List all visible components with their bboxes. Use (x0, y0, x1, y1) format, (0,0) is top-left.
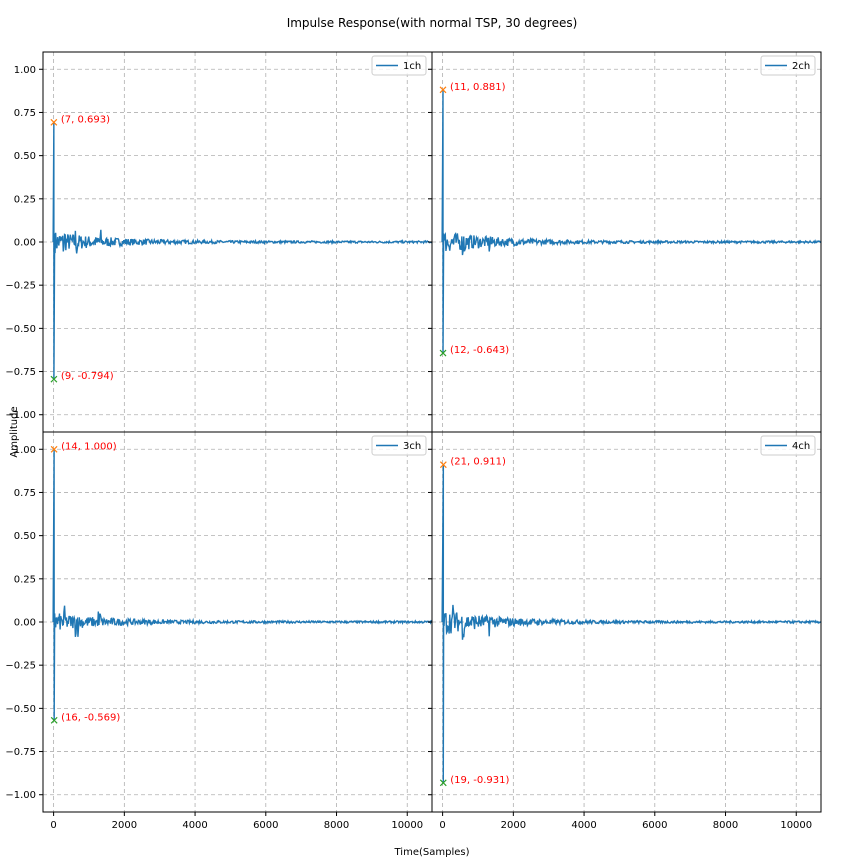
waveform-line (441, 464, 822, 783)
max-annotation: (21, 0.911) (450, 457, 506, 468)
subplot-3ch: (14, 1.000) (16, -0.569) 1.00 0.75 0.50 0.25 0… (5, 431, 433, 831)
min-annotation: (9, -0.794) (61, 371, 114, 382)
x-tick-label: 8000 (713, 820, 738, 831)
max-marker-icon (439, 461, 447, 469)
legend-label: 1ch (403, 61, 421, 72)
legend: 2ch (760, 55, 816, 76)
y-tick-label: −0.75 (5, 367, 36, 378)
y-tick-label: 0.25 (14, 194, 36, 205)
y-tick-label: −0.50 (5, 324, 36, 335)
subplot-2ch: (11, 0.881) (12, -0.643) 2ch (428, 51, 822, 433)
min-annotation: (19, -0.931) (450, 775, 509, 786)
min-annotation: (12, -0.643) (450, 345, 509, 356)
x-tick-label: 8000 (324, 820, 349, 831)
y-tick-label: 0.50 (14, 531, 36, 542)
y-tick-label: −0.25 (5, 661, 36, 672)
x-tick-label: 2000 (112, 820, 137, 831)
max-marker-icon (439, 86, 447, 94)
legend-label: 4ch (792, 441, 810, 452)
legend: 3ch (371, 435, 427, 456)
y-tick-label: −0.25 (5, 281, 36, 292)
y-tick-label: −0.50 (5, 704, 36, 715)
min-marker-icon (439, 779, 447, 787)
y-axis-label: Amplitude (9, 406, 20, 457)
waveform-line (441, 89, 822, 354)
x-tick-label: 2000 (501, 820, 526, 831)
waveform-line (52, 449, 433, 721)
y-tick-label: 1.00 (14, 65, 36, 76)
x-tick-label: 4000 (571, 820, 596, 831)
subplot-1ch: (7, 0.693) (9, -0.794) 1.00 0.75 0.50 0.25 0.0… (5, 51, 433, 433)
min-marker-icon (439, 349, 447, 357)
min-marker-icon (50, 716, 58, 724)
legend-label: 2ch (792, 61, 810, 72)
max-annotation: (7, 0.693) (61, 114, 110, 125)
y-tick-label: 1.00 (14, 445, 36, 456)
subplot-4ch: (21, 0.911) (19, -0.931) 0 2000 4000 6000 8000… (428, 431, 822, 831)
chart-title: Impulse Response(with normal TSP, 30 deg… (287, 16, 578, 30)
x-tick-label: 10000 (391, 820, 423, 831)
y-tick-label: 0.50 (14, 151, 36, 162)
legend-label: 3ch (403, 441, 421, 452)
legend: 4ch (760, 435, 816, 456)
legend: 1ch (371, 55, 427, 76)
x-tick-label: 4000 (182, 820, 207, 831)
min-annotation: (16, -0.569) (61, 712, 120, 723)
y-tick-label: −1.00 (5, 410, 36, 421)
max-marker-icon (50, 118, 58, 126)
min-marker-icon (50, 375, 58, 383)
y-tick-label: 0.00 (14, 618, 36, 629)
y-tick-label: 0.00 (14, 238, 36, 249)
y-tick-label: 0.75 (14, 108, 36, 119)
y-tick-label: −0.75 (5, 747, 36, 758)
x-tick-label: 10000 (780, 820, 812, 831)
x-tick-label: 0 (50, 820, 56, 831)
y-tick-label: 0.25 (14, 574, 36, 585)
max-annotation: (14, 1.000) (61, 441, 117, 452)
x-axis-label: Time(Samples) (394, 847, 470, 858)
x-tick-label: 6000 (253, 820, 278, 831)
max-marker-icon (50, 445, 58, 453)
y-tick-label: −1.00 (5, 790, 36, 801)
x-tick-label: 6000 (642, 820, 667, 831)
max-annotation: (11, 0.881) (450, 82, 506, 93)
x-tick-label: 0 (439, 820, 445, 831)
y-tick-label: 0.75 (14, 488, 36, 499)
waveform-line (52, 122, 433, 380)
